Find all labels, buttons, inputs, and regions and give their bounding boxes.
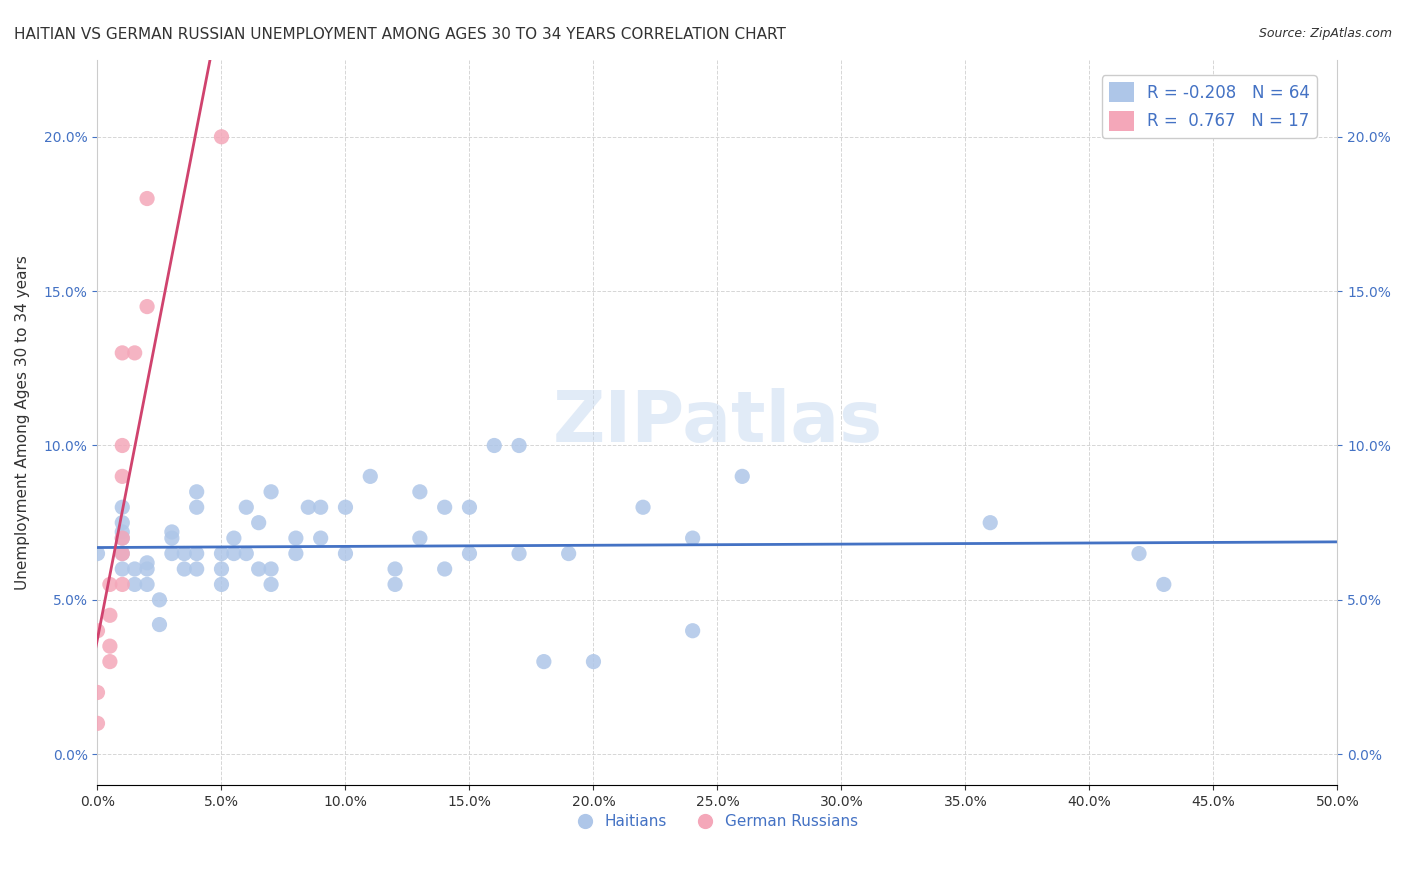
- Point: [148, 617, 170, 632]
- Point: [284, 531, 307, 545]
- Point: [98, 608, 121, 623]
- Point: [533, 655, 555, 669]
- Point: [384, 577, 406, 591]
- Point: [111, 531, 134, 545]
- Point: [136, 300, 159, 314]
- Point: [136, 577, 159, 591]
- Point: [458, 500, 481, 515]
- Point: [186, 547, 208, 561]
- Point: [309, 500, 332, 515]
- Point: [484, 438, 506, 452]
- Point: [186, 500, 208, 515]
- Point: [682, 531, 704, 545]
- Text: HAITIAN VS GERMAN RUSSIAN UNEMPLOYMENT AMONG AGES 30 TO 34 YEARS CORRELATION CHA: HAITIAN VS GERMAN RUSSIAN UNEMPLOYMENT A…: [14, 27, 786, 42]
- Point: [186, 484, 208, 499]
- Point: [86, 685, 108, 699]
- Point: [260, 484, 283, 499]
- Point: [160, 547, 183, 561]
- Legend: Haitians, German Russians: Haitians, German Russians: [571, 808, 865, 836]
- Point: [433, 562, 456, 576]
- Point: [211, 577, 233, 591]
- Point: [111, 577, 134, 591]
- Point: [111, 346, 134, 360]
- Point: [111, 469, 134, 483]
- Point: [508, 547, 530, 561]
- Point: [260, 562, 283, 576]
- Point: [124, 577, 146, 591]
- Point: [211, 547, 233, 561]
- Point: [86, 716, 108, 731]
- Point: [111, 547, 134, 561]
- Point: [1128, 547, 1150, 561]
- Point: [582, 655, 605, 669]
- Point: [260, 577, 283, 591]
- Point: [557, 547, 579, 561]
- Point: [111, 531, 134, 545]
- Point: [173, 547, 195, 561]
- Point: [111, 562, 134, 576]
- Point: [124, 562, 146, 576]
- Point: [458, 547, 481, 561]
- Point: [235, 547, 257, 561]
- Point: [136, 556, 159, 570]
- Point: [359, 469, 381, 483]
- Point: [160, 524, 183, 539]
- Text: ZIPatlas: ZIPatlas: [553, 388, 883, 457]
- Point: [136, 562, 159, 576]
- Point: [86, 547, 108, 561]
- Point: [247, 516, 270, 530]
- Point: [222, 531, 245, 545]
- Point: [173, 562, 195, 576]
- Point: [631, 500, 654, 515]
- Point: [335, 547, 357, 561]
- Point: [409, 484, 432, 499]
- Point: [211, 129, 233, 144]
- Point: [335, 500, 357, 515]
- Point: [979, 516, 1001, 530]
- Point: [160, 531, 183, 545]
- Point: [297, 500, 319, 515]
- Point: [211, 562, 233, 576]
- Point: [508, 438, 530, 452]
- Point: [222, 547, 245, 561]
- Point: [111, 438, 134, 452]
- Point: [247, 562, 270, 576]
- Point: [86, 624, 108, 638]
- Point: [136, 192, 159, 206]
- Point: [98, 655, 121, 669]
- Point: [148, 592, 170, 607]
- Point: [235, 500, 257, 515]
- Point: [98, 639, 121, 653]
- Point: [284, 547, 307, 561]
- Point: [309, 531, 332, 545]
- Y-axis label: Unemployment Among Ages 30 to 34 years: Unemployment Among Ages 30 to 34 years: [15, 255, 30, 590]
- Point: [98, 577, 121, 591]
- Point: [433, 500, 456, 515]
- Point: [409, 531, 432, 545]
- Point: [384, 562, 406, 576]
- Text: Source: ZipAtlas.com: Source: ZipAtlas.com: [1258, 27, 1392, 40]
- Point: [111, 547, 134, 561]
- Point: [124, 346, 146, 360]
- Point: [682, 624, 704, 638]
- Point: [111, 516, 134, 530]
- Point: [186, 562, 208, 576]
- Point: [731, 469, 754, 483]
- Point: [1153, 577, 1175, 591]
- Point: [111, 524, 134, 539]
- Point: [111, 500, 134, 515]
